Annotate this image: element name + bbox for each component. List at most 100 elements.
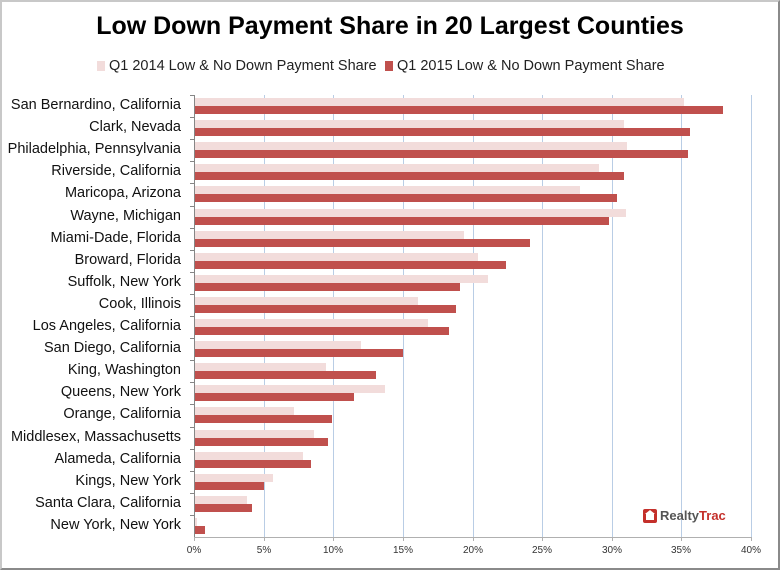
bar-2014: [194, 407, 294, 415]
legend-swatch-2014: [97, 61, 105, 71]
category-label: Suffolk, New York: [67, 274, 181, 290]
category-label: Queens, New York: [60, 384, 181, 400]
x-tick-label: 0%: [186, 545, 202, 556]
bar-2015: [194, 438, 328, 446]
bar-2014: [194, 496, 247, 504]
y-axis: [194, 95, 195, 537]
y-tick: [190, 360, 194, 361]
bar-2014: [194, 142, 627, 150]
y-tick: [190, 316, 194, 317]
bar-2015: [194, 128, 690, 136]
bar-2014: [194, 164, 599, 172]
gridline: [333, 95, 334, 537]
y-tick: [190, 449, 194, 450]
x-tick-label: 30%: [601, 545, 622, 556]
y-tick: [190, 294, 194, 295]
gridline: [403, 95, 404, 537]
y-tick: [190, 228, 194, 229]
chart-title: Low Down Payment Share in 20 Largest Cou…: [96, 12, 684, 40]
y-tick: [190, 338, 194, 339]
bar-2015: [194, 239, 530, 247]
bar-2014: [194, 275, 488, 283]
x-tick: [612, 537, 613, 541]
category-label: Maricopa, Arizona: [64, 185, 181, 201]
category-label: Philadelphia, Pennsylvania: [7, 141, 181, 157]
bar-2015: [194, 482, 264, 490]
legend-item-2015: Q1 2015 Low & No Down Payment Share: [385, 58, 665, 74]
bar-2015: [194, 327, 449, 335]
category-label: Los Angeles, California: [32, 318, 181, 334]
legend: Q1 2014 Low & No Down Payment Share Q1 2…: [0, 58, 780, 78]
y-tick: [190, 206, 194, 207]
x-tick: [681, 537, 682, 541]
x-tick-label: 5%: [256, 545, 272, 556]
bar-2015: [194, 172, 624, 180]
x-tick: [194, 537, 195, 541]
category-label: Santa Clara, California: [35, 495, 181, 511]
y-tick: [190, 117, 194, 118]
legend-label-2014: Q1 2014 Low & No Down Payment Share: [109, 58, 377, 74]
bar-2015: [194, 261, 506, 269]
y-tick: [190, 493, 194, 494]
category-label: Wayne, Michigan: [70, 208, 181, 224]
y-tick: [190, 515, 194, 516]
y-tick: [190, 183, 194, 184]
category-label: Kings, New York: [75, 473, 181, 489]
category-label: Cook, Illinois: [98, 296, 181, 312]
bar-2015: [194, 415, 332, 423]
y-tick: [190, 272, 194, 273]
x-tick: [333, 537, 334, 541]
x-tick-label: 35%: [670, 545, 691, 556]
bar-2014: [194, 231, 464, 239]
bar-2014: [194, 452, 303, 460]
x-tick: [403, 537, 404, 541]
bar-2015: [194, 460, 311, 468]
bar-2015: [194, 106, 723, 114]
category-label: Miami-Dade, Florida: [50, 230, 181, 246]
y-tick: [190, 404, 194, 405]
legend-swatch-2015: [385, 61, 393, 71]
y-tick: [190, 382, 194, 383]
logo-text-realty: Realty: [660, 508, 700, 523]
category-label: Riverside, California: [51, 163, 181, 179]
bar-2015: [194, 504, 252, 512]
category-label: Clark, Nevada: [89, 119, 181, 135]
category-label: King, Washington: [67, 362, 181, 378]
category-label: Middlesex, Massachusetts: [10, 429, 181, 445]
bar-2014: [194, 341, 361, 349]
bar-2015: [194, 526, 205, 534]
bar-2015: [194, 393, 354, 401]
x-tick-label: 10%: [322, 545, 343, 556]
x-tick: [473, 537, 474, 541]
category-label: Orange, California: [63, 406, 181, 422]
y-tick: [190, 95, 194, 96]
bar-2014: [194, 474, 273, 482]
category-label: San Bernardino, California: [10, 97, 181, 113]
x-tick-label: 15%: [392, 545, 413, 556]
bar-2014: [194, 98, 684, 106]
x-tick: [264, 537, 265, 541]
y-tick: [190, 427, 194, 428]
y-tick: [190, 471, 194, 472]
category-label: New York, New York: [50, 517, 181, 533]
y-tick: [190, 139, 194, 140]
bar-2014: [194, 430, 314, 438]
bar-2015: [194, 194, 617, 202]
bar-2015: [194, 150, 688, 158]
bar-2014: [194, 363, 326, 371]
legend-label-2015: Q1 2015 Low & No Down Payment Share: [397, 58, 665, 74]
house-icon: [643, 508, 657, 523]
bar-2015: [194, 283, 460, 291]
realtytrac-logo: Realty Trac: [643, 508, 726, 523]
logo-text-trac: Trac: [699, 508, 726, 523]
gridline: [264, 95, 265, 537]
category-label: Alameda, California: [54, 451, 181, 467]
gridline: [751, 95, 752, 537]
y-tick: [190, 250, 194, 251]
x-tick: [751, 537, 752, 541]
category-label: San Diego, California: [43, 340, 181, 356]
bar-2014: [194, 385, 385, 393]
legend-item-2014: Q1 2014 Low & No Down Payment Share: [97, 58, 377, 74]
category-label: Broward, Florida: [74, 252, 181, 268]
bar-2014: [194, 209, 626, 217]
